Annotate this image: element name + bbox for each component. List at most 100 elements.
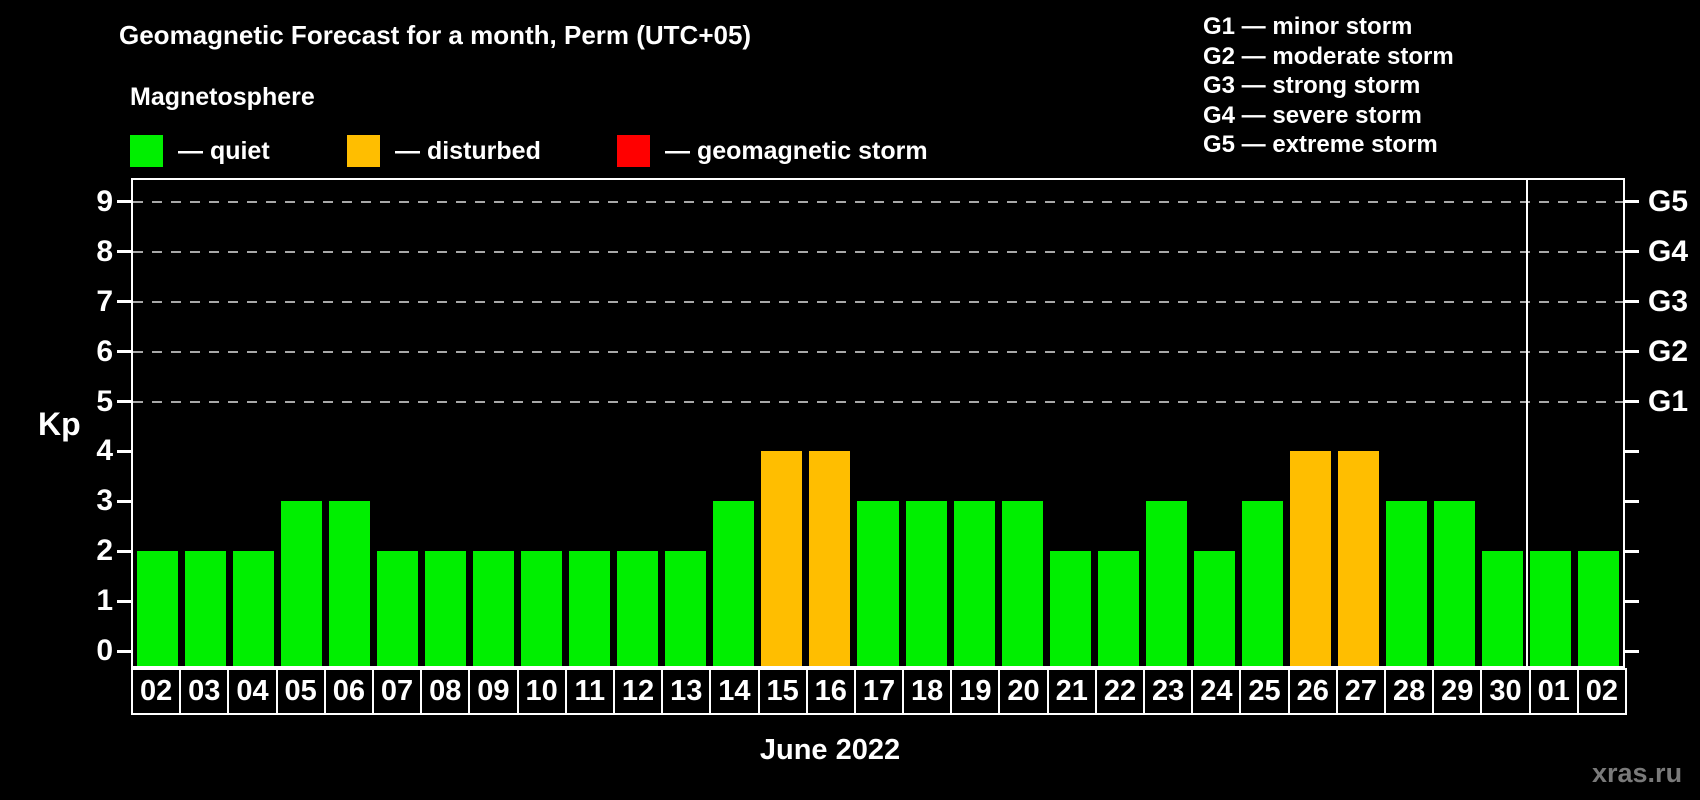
g-axis-label: G1 <box>1648 384 1689 418</box>
x-axis-day-label: 04 <box>227 668 278 715</box>
y-axis-tick <box>117 549 131 553</box>
kp-bar <box>1338 451 1380 666</box>
y-axis-tick <box>117 449 131 453</box>
y-axis-label: 1 <box>96 584 113 618</box>
x-axis-day-label: 15 <box>757 668 808 715</box>
kp-bar <box>665 551 707 666</box>
kp-bar <box>1578 551 1620 666</box>
kp-bar <box>857 501 899 666</box>
gridline-kp-7 <box>133 300 1623 303</box>
y-axis-label: 9 <box>96 184 113 218</box>
kp-bar <box>1290 451 1332 666</box>
gridline-kp-8 <box>133 250 1623 253</box>
x-axis-day-label: 25 <box>1239 668 1290 715</box>
kp-bar <box>280 501 322 666</box>
kp-bar <box>1049 551 1091 666</box>
kp-bar <box>472 551 514 666</box>
x-axis-day-label: 18 <box>902 668 953 715</box>
legend-item-label: — disturbed <box>395 136 541 165</box>
kp-bar <box>328 501 370 666</box>
y-axis-label: 4 <box>96 434 113 468</box>
kp-bar <box>1241 501 1284 666</box>
x-axis-day-label: 16 <box>805 668 856 715</box>
kp-bar <box>136 551 178 666</box>
g-axis-label: G5 <box>1648 184 1689 218</box>
chart-title: Geomagnetic Forecast for a month, Perm (… <box>119 20 752 50</box>
kp-bar <box>809 451 851 666</box>
disturbed-swatch <box>347 135 380 167</box>
legend-item-storm: — geomagnetic storm <box>617 135 928 167</box>
y-axis-tick <box>117 499 131 503</box>
x-axis-day-label: 13 <box>661 668 712 715</box>
x-axis-day-label: 26 <box>1287 668 1338 715</box>
x-axis-day-label: 01 <box>1528 668 1579 715</box>
kp-bar <box>184 551 226 666</box>
x-axis-day-label: 02 <box>131 668 182 715</box>
g-axis-label: G4 <box>1648 234 1689 268</box>
kp-bar <box>1434 501 1476 666</box>
y-axis-title: Kp <box>38 406 81 442</box>
g-axis-label: G3 <box>1648 284 1689 318</box>
x-axis-day-label: 23 <box>1143 668 1194 715</box>
x-axis-day-row: 02 03 04 05 06 07 08 09 10 11 12 13 14 15 16 17 18 19 20 21… <box>131 668 1627 715</box>
gridline-kp-6 <box>133 350 1623 353</box>
kp-bar <box>521 551 563 666</box>
right-axis-tick <box>1625 449 1639 453</box>
kp-bar <box>569 551 611 666</box>
kp-bar <box>617 551 659 666</box>
kp-bar <box>424 551 466 666</box>
y-axis-label: 0 <box>96 634 113 667</box>
g-scale-legend-item: G2 — moderate storm <box>1203 42 1454 70</box>
x-axis-day-label: 03 <box>179 668 230 715</box>
kp-bar <box>1482 551 1524 666</box>
kp-bar <box>1386 501 1428 666</box>
plot-area <box>131 178 1625 668</box>
legend-item-quiet: — quiet <box>130 135 270 167</box>
x-axis-day-label: 02 <box>1576 668 1627 715</box>
quiet-swatch <box>130 135 163 167</box>
y-axis-label: 5 <box>96 384 113 418</box>
watermark: xras.ru <box>1592 758 1683 788</box>
x-axis-day-label: 05 <box>275 668 326 715</box>
kp-bar <box>376 551 418 666</box>
x-axis-day-label: 11 <box>564 668 615 715</box>
kp-bar <box>1193 551 1235 666</box>
right-axis-tick <box>1625 549 1639 553</box>
x-axis-day-label: 09 <box>468 668 519 715</box>
x-axis-day-label: 17 <box>853 668 905 715</box>
right-axis-tick <box>1625 200 1639 204</box>
x-axis-day-label: 20 <box>998 668 1049 715</box>
x-axis-title: June 2022 <box>759 734 901 766</box>
right-axis-tick <box>1625 350 1639 354</box>
legend-item-label: — quiet <box>178 136 270 165</box>
kp-bar <box>1145 501 1187 666</box>
x-axis-day-label: 06 <box>323 668 374 715</box>
gridline-kp-5 <box>133 400 1623 403</box>
g-scale-legend-item: G4 — severe storm <box>1203 101 1422 129</box>
x-axis-day-label: 22 <box>1094 668 1146 715</box>
y-axis-tick <box>117 599 131 603</box>
g-scale-legend: G1 — minor storm G2 — moderate storm G3 — … <box>1203 12 1454 160</box>
y-axis-tick <box>117 350 131 354</box>
legend-item-disturbed: — disturbed <box>347 135 541 167</box>
right-axis-tick <box>1625 649 1639 653</box>
g-scale-legend-item: G5 — extreme storm <box>1203 131 1438 159</box>
right-axis-tick <box>1625 250 1639 254</box>
y-axis-tick <box>117 300 131 304</box>
x-axis-day-label: 27 <box>1335 668 1387 715</box>
x-axis-day-label: 07 <box>371 668 423 715</box>
y-axis-label: 3 <box>96 484 113 518</box>
right-axis-tick <box>1625 499 1639 503</box>
storm-swatch <box>617 135 650 167</box>
x-axis-day-label: 12 <box>612 668 664 715</box>
x-axis-day-label: 29 <box>1432 668 1483 715</box>
y-axis-tick <box>117 200 131 204</box>
kp-bar <box>1530 551 1572 666</box>
kp-bar <box>232 551 274 666</box>
y-axis-label: 7 <box>96 284 113 318</box>
kp-bar <box>713 501 755 666</box>
y-axis-label: 2 <box>96 534 113 568</box>
g-axis-label: G2 <box>1648 334 1689 368</box>
x-axis-day-label: 28 <box>1384 668 1435 715</box>
